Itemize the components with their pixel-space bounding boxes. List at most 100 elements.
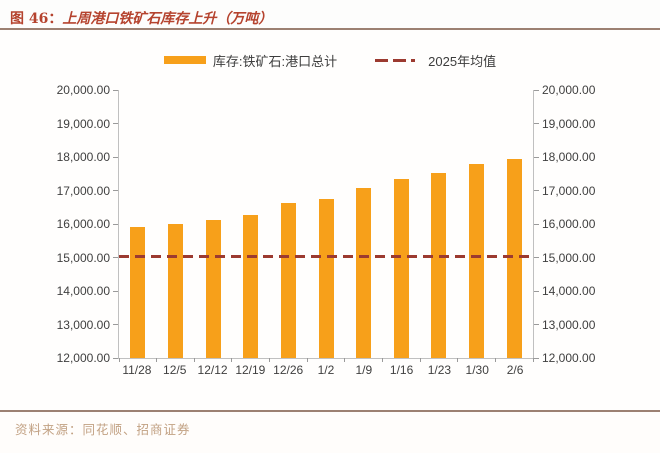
axis-tick	[534, 156, 539, 158]
x-axis-labels: 11/28 12/5 12/12 12/19 12/26 1/2 1/9 1/16 1/23 1/…	[118, 359, 534, 381]
axis-tick	[494, 358, 496, 362]
axis-tick	[534, 324, 539, 325]
bar-slot	[270, 90, 308, 358]
axis-tick	[113, 89, 118, 91]
bar-slot	[495, 90, 533, 358]
chart: 20,000.00 19,000.00 18,000.00 17,000.00 16,0…	[0, 83, 660, 381]
axis-tick	[534, 257, 539, 258]
y-tick-label: 19,000.00	[542, 116, 596, 131]
y-tick-label: 17,000.00	[56, 183, 110, 198]
y-tick-label: 20,000.00	[56, 83, 110, 97]
bar	[506, 159, 522, 358]
figure-title: 上周港口铁矿石库存上升（万吨）	[62, 11, 273, 27]
axis-tick	[113, 123, 118, 124]
axis-tick	[113, 156, 118, 158]
source-label: 资料来源：	[15, 422, 83, 437]
axis-tick	[534, 123, 539, 124]
x-tick-label: 1/2	[317, 363, 335, 377]
axis-tick	[113, 357, 118, 359]
axis-tick	[344, 358, 346, 362]
axis-tick	[419, 358, 421, 362]
axis-tick	[269, 358, 271, 362]
axis-tick	[534, 357, 539, 359]
x-tick-label: 12/5	[163, 363, 187, 377]
bar-slot	[458, 90, 496, 358]
x-tick-label: 2/6	[506, 363, 524, 377]
axis-tick	[534, 190, 539, 191]
mean-dashed-line	[119, 254, 533, 258]
y-tick-label: 12,000.00	[56, 351, 110, 365]
legend-item-inventory: 库存:铁矿石:港口总计	[163, 51, 338, 70]
axis-tick	[532, 358, 534, 362]
axis-tick	[113, 290, 118, 292]
axis-tick	[113, 257, 118, 258]
figure-header: 图 46：上周港口铁矿石库存上升（万吨）	[0, 0, 660, 30]
axis-tick	[534, 223, 539, 225]
source-text: 同花顺、招商证券	[82, 422, 191, 437]
y-tick-label: 13,000.00	[56, 317, 110, 332]
y-tick-label: 20,000.00	[542, 83, 596, 97]
bar	[356, 187, 372, 358]
axis-tick	[193, 358, 195, 362]
axis-tick	[306, 358, 308, 362]
bar	[280, 203, 296, 358]
bar	[243, 215, 259, 358]
bar	[318, 199, 334, 358]
x-tick-label: 1/30	[465, 363, 489, 377]
bar	[205, 219, 221, 358]
axis-tick	[457, 358, 459, 362]
axis-tick	[113, 223, 118, 225]
bar-series	[119, 90, 533, 358]
axis-tick	[231, 358, 233, 362]
figure-number: 图 46：	[10, 11, 63, 27]
x-tick-label: 1/16	[389, 363, 414, 377]
y-tick-label: 16,000.00	[56, 217, 110, 231]
legend-label-inventory: 库存:铁矿石:港口总计	[212, 53, 338, 69]
x-tick-label: 1/9	[355, 363, 373, 377]
axis-tick	[534, 290, 539, 292]
y-tick-label: 14,000.00	[56, 284, 110, 298]
y-tick-label: 17,000.00	[542, 183, 596, 198]
y-tick-label: 15,000.00	[542, 250, 596, 265]
figure-footer: 资料来源：同花顺、招商证券	[0, 410, 660, 453]
legend-label-mean: 2025年均值	[428, 53, 497, 69]
plot-area	[113, 89, 539, 362]
axis-tick	[381, 358, 383, 362]
axis-tick	[118, 358, 120, 362]
axis-tick	[156, 358, 158, 362]
bar	[167, 223, 183, 358]
x-tick-label: 12/19	[235, 363, 266, 377]
bar-slot	[157, 90, 195, 358]
bar-slot	[345, 90, 383, 358]
y-tick-label: 13,000.00	[542, 317, 596, 332]
legend-item-mean: 2025年均值	[375, 51, 496, 70]
y-tick-label: 18,000.00	[542, 150, 596, 164]
y-tick-label: 15,000.00	[56, 250, 110, 265]
y-tick-label: 16,000.00	[542, 217, 596, 231]
axis-tick	[534, 89, 539, 91]
bar	[393, 179, 409, 358]
bar	[431, 173, 447, 358]
y-tick-label: 12,000.00	[542, 351, 596, 365]
y-tick-label: 14,000.00	[542, 284, 596, 298]
x-tick-label: 12/26	[273, 363, 304, 377]
dash-series-swatch-icon	[375, 58, 422, 62]
bar-slot	[420, 90, 458, 358]
axis-tick	[113, 190, 118, 191]
x-tick-label: 12/12	[197, 363, 228, 377]
y-tick-label: 19,000.00	[56, 116, 110, 131]
bar-series-swatch-icon	[163, 56, 206, 64]
plot-wrap: 11/28 12/5 12/12 12/19 12/26 1/2 1/9 1/16 1/23 1/…	[113, 89, 539, 381]
y-tick-label: 18,000.00	[56, 150, 110, 164]
chart-legend: 库存:铁矿石:港口总计 2025年均值	[0, 51, 660, 70]
bar-slot	[119, 90, 157, 358]
bar	[469, 164, 485, 358]
bar-slot	[194, 90, 232, 358]
y-axis-left: 20,000.00 19,000.00 18,000.00 17,000.00 16,0…	[22, 83, 118, 365]
bar	[130, 227, 146, 358]
x-tick-label: 1/23	[427, 363, 452, 377]
bar-slot	[382, 90, 420, 358]
y-axis-right: 20,000.00 19,000.00 18,000.00 17,000.00 16,0…	[534, 83, 630, 365]
bar-slot	[232, 90, 270, 358]
